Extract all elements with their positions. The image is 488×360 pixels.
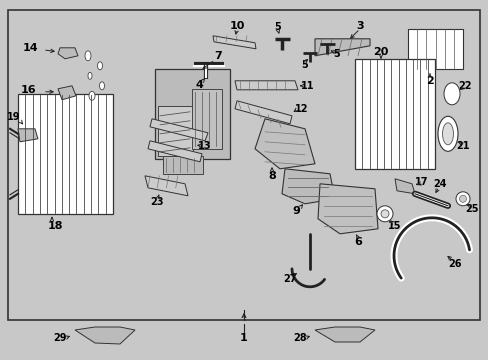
Text: 5: 5	[333, 49, 340, 59]
Ellipse shape	[376, 206, 392, 222]
Ellipse shape	[89, 91, 95, 100]
Ellipse shape	[442, 123, 452, 145]
Text: 9: 9	[291, 206, 299, 216]
Text: 12: 12	[295, 104, 308, 114]
Polygon shape	[394, 179, 414, 194]
Text: 27: 27	[283, 274, 296, 284]
Text: 11: 11	[301, 81, 314, 91]
Ellipse shape	[459, 195, 466, 202]
Polygon shape	[235, 81, 297, 90]
Text: 20: 20	[372, 47, 388, 57]
Ellipse shape	[88, 72, 92, 79]
Polygon shape	[145, 176, 187, 196]
Text: 7: 7	[214, 51, 222, 61]
Polygon shape	[235, 101, 291, 124]
Bar	[18, 94, 113, 214]
Text: 13: 13	[198, 141, 211, 151]
Polygon shape	[314, 327, 374, 342]
Ellipse shape	[99, 82, 104, 90]
Text: 28: 28	[293, 333, 306, 343]
Text: 17: 17	[414, 177, 428, 187]
Text: 5: 5	[301, 60, 308, 70]
Text: 1: 1	[240, 333, 247, 343]
Text: 26: 26	[447, 259, 461, 269]
Polygon shape	[58, 86, 76, 100]
Text: 8: 8	[267, 171, 275, 181]
Text: 19: 19	[7, 112, 20, 122]
Text: 2: 2	[425, 76, 433, 86]
Ellipse shape	[380, 210, 388, 218]
Bar	[163, 156, 203, 174]
Bar	[158, 106, 193, 156]
Bar	[155, 69, 229, 159]
Text: 14: 14	[22, 43, 38, 53]
Text: 6: 6	[353, 237, 361, 247]
Bar	[192, 89, 222, 149]
Text: 5: 5	[274, 22, 281, 32]
Text: 4: 4	[195, 80, 203, 90]
Polygon shape	[150, 119, 207, 141]
Text: 15: 15	[387, 221, 401, 231]
Ellipse shape	[455, 192, 469, 206]
Polygon shape	[314, 39, 369, 56]
Polygon shape	[58, 48, 78, 59]
Text: 24: 24	[432, 179, 446, 189]
Text: 22: 22	[457, 81, 471, 91]
Bar	[354, 59, 434, 169]
Text: 3: 3	[355, 21, 363, 31]
Polygon shape	[282, 169, 334, 204]
Ellipse shape	[97, 62, 102, 70]
Ellipse shape	[443, 83, 459, 105]
Ellipse shape	[437, 116, 457, 151]
Polygon shape	[148, 141, 202, 162]
Text: 25: 25	[464, 204, 478, 214]
Text: 23: 23	[150, 197, 163, 207]
Polygon shape	[18, 129, 38, 142]
Polygon shape	[254, 119, 314, 169]
Text: 10: 10	[229, 21, 244, 31]
Text: 16: 16	[20, 85, 36, 95]
Bar	[407, 29, 462, 69]
Ellipse shape	[85, 51, 91, 61]
Text: 18: 18	[47, 221, 62, 231]
Polygon shape	[317, 184, 377, 234]
Polygon shape	[75, 327, 135, 344]
Text: 29: 29	[53, 333, 67, 343]
Polygon shape	[213, 36, 256, 49]
Text: 21: 21	[455, 141, 469, 151]
